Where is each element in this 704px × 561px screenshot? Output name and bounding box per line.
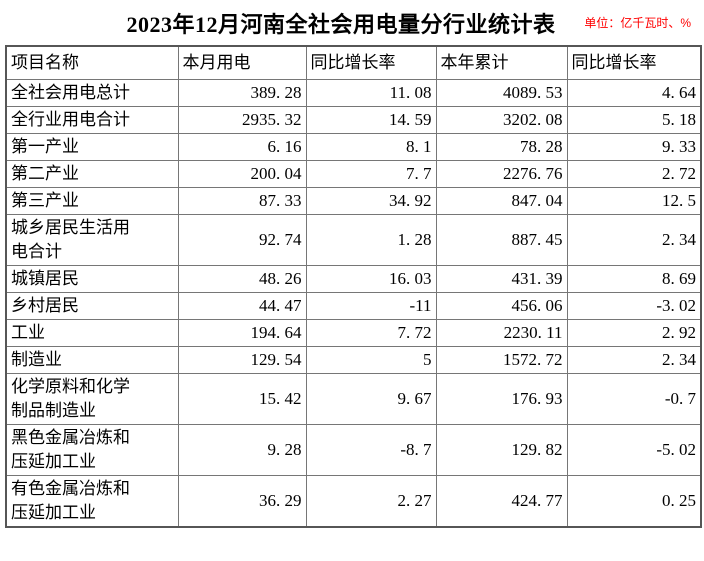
value-cell: 2230. 11 bbox=[435, 318, 568, 347]
value-cell: 1. 28 bbox=[305, 213, 437, 266]
column-header-ytd-yoy: 同比增长率 bbox=[566, 45, 702, 80]
table-row: 第三产业 87. 33 34. 92 847. 04 12. 5 bbox=[5, 186, 702, 215]
value-cell: 4089. 53 bbox=[435, 78, 568, 107]
value-cell: 389. 28 bbox=[177, 78, 307, 107]
value-cell: 6. 16 bbox=[177, 132, 307, 161]
table-row: 工业 194. 64 7. 72 2230. 11 2. 92 bbox=[5, 318, 702, 347]
row-label: 制造业 bbox=[5, 345, 179, 374]
value-cell: 3202. 08 bbox=[435, 105, 568, 134]
value-cell: 2. 27 bbox=[305, 474, 437, 527]
value-cell: 8. 69 bbox=[566, 264, 702, 293]
value-cell: 9. 33 bbox=[566, 132, 702, 161]
value-cell: 78. 28 bbox=[435, 132, 568, 161]
value-cell: 200. 04 bbox=[177, 159, 307, 188]
value-cell: 16. 03 bbox=[305, 264, 437, 293]
value-cell: 14. 59 bbox=[305, 105, 437, 134]
value-cell: 1572. 72 bbox=[435, 345, 568, 374]
value-cell: 34. 92 bbox=[305, 186, 437, 215]
value-cell: 887. 45 bbox=[435, 213, 568, 266]
table-header-row: 项目名称 本月用电 同比增长率 本年累计 同比增长率 bbox=[5, 45, 702, 80]
value-cell: 7. 7 bbox=[305, 159, 437, 188]
table-row: 第一产业 6. 16 8. 1 78. 28 9. 33 bbox=[5, 132, 702, 161]
value-cell: -3. 02 bbox=[566, 291, 702, 320]
value-cell: 11. 08 bbox=[305, 78, 437, 107]
row-label: 第三产业 bbox=[5, 186, 179, 215]
value-cell: 2935. 32 bbox=[177, 105, 307, 134]
value-cell: 2. 34 bbox=[566, 213, 702, 266]
value-cell: -5. 02 bbox=[566, 423, 702, 476]
title-bar: 2023年12月河南全社会用电量分行业统计表 单位：亿千瓦时、% bbox=[0, 0, 704, 45]
page-title: 2023年12月河南全社会用电量分行业统计表 bbox=[126, 12, 556, 37]
column-header-ytd-total: 本年累计 bbox=[435, 45, 568, 80]
value-cell: 36. 29 bbox=[177, 474, 307, 527]
row-label: 第一产业 bbox=[5, 132, 179, 161]
value-cell: 48. 26 bbox=[177, 264, 307, 293]
value-cell: 9. 67 bbox=[305, 372, 437, 425]
value-cell: 12. 5 bbox=[566, 186, 702, 215]
value-cell: 15. 42 bbox=[177, 372, 307, 425]
value-cell: 129. 82 bbox=[435, 423, 568, 476]
table-row: 全行业用电合计 2935. 32 14. 59 3202. 08 5. 18 bbox=[5, 105, 702, 134]
value-cell: 2276. 76 bbox=[435, 159, 568, 188]
row-label: 城镇居民 bbox=[5, 264, 179, 293]
value-cell: 87. 33 bbox=[177, 186, 307, 215]
value-cell: 424. 77 bbox=[435, 474, 568, 527]
row-label: 化学原料和化学 制品制造业 bbox=[5, 372, 179, 425]
value-cell: 92. 74 bbox=[177, 213, 307, 266]
table-row: 第二产业 200. 04 7. 7 2276. 76 2. 72 bbox=[5, 159, 702, 188]
table-row: 乡村居民 44. 47 -11 456. 06 -3. 02 bbox=[5, 291, 702, 320]
column-header-item-name: 项目名称 bbox=[5, 45, 179, 80]
value-cell: 44. 47 bbox=[177, 291, 307, 320]
row-label: 有色金属冶炼和 压延加工业 bbox=[5, 474, 179, 527]
value-cell: 2. 72 bbox=[566, 159, 702, 188]
row-label: 黑色金属冶炼和 压延加工业 bbox=[5, 423, 179, 476]
row-label: 城乡居民生活用 电合计 bbox=[5, 213, 179, 266]
table-row: 全社会用电总计 389. 28 11. 08 4089. 53 4. 64 bbox=[5, 78, 702, 107]
value-cell: 176. 93 bbox=[435, 372, 568, 425]
value-cell: 9. 28 bbox=[177, 423, 307, 476]
row-label: 全社会用电总计 bbox=[5, 78, 179, 107]
value-cell: 431. 39 bbox=[435, 264, 568, 293]
value-cell: 8. 1 bbox=[305, 132, 437, 161]
table-row: 城镇居民 48. 26 16. 03 431. 39 8. 69 bbox=[5, 264, 702, 293]
value-cell: 847. 04 bbox=[435, 186, 568, 215]
value-cell: -0. 7 bbox=[566, 372, 702, 425]
value-cell: 2. 92 bbox=[566, 318, 702, 347]
column-header-month-usage: 本月用电 bbox=[177, 45, 307, 80]
value-cell: 2. 34 bbox=[566, 345, 702, 374]
value-cell: 5. 18 bbox=[566, 105, 702, 134]
unit-label: 单位：亿千瓦时、% bbox=[584, 16, 691, 30]
table-row: 有色金属冶炼和 压延加工业 36. 29 2. 27 424. 77 0. 25 bbox=[5, 474, 702, 527]
value-cell: 7. 72 bbox=[305, 318, 437, 347]
row-label: 第二产业 bbox=[5, 159, 179, 188]
table-row: 黑色金属冶炼和 压延加工业 9. 28 -8. 7 129. 82 -5. 02 bbox=[5, 423, 702, 476]
column-header-month-yoy: 同比增长率 bbox=[305, 45, 437, 80]
value-cell: 456. 06 bbox=[435, 291, 568, 320]
value-cell: 129. 54 bbox=[177, 345, 307, 374]
value-cell: 5 bbox=[305, 345, 437, 374]
table-row: 化学原料和化学 制品制造业 15. 42 9. 67 176. 93 -0. 7 bbox=[5, 372, 702, 425]
value-cell: -8. 7 bbox=[305, 423, 437, 476]
table-row: 城乡居民生活用 电合计 92. 74 1. 28 887. 45 2. 34 bbox=[5, 213, 702, 266]
value-cell: -11 bbox=[305, 291, 437, 320]
row-label: 乡村居民 bbox=[5, 291, 179, 320]
value-cell: 194. 64 bbox=[177, 318, 307, 347]
stats-table: 项目名称 本月用电 同比增长率 本年累计 同比增长率 全社会用电总计 389. … bbox=[5, 45, 702, 528]
row-label: 工业 bbox=[5, 318, 179, 347]
value-cell: 4. 64 bbox=[566, 78, 702, 107]
row-label: 全行业用电合计 bbox=[5, 105, 179, 134]
table-row: 制造业 129. 54 5 1572. 72 2. 34 bbox=[5, 345, 702, 374]
value-cell: 0. 25 bbox=[566, 474, 702, 527]
